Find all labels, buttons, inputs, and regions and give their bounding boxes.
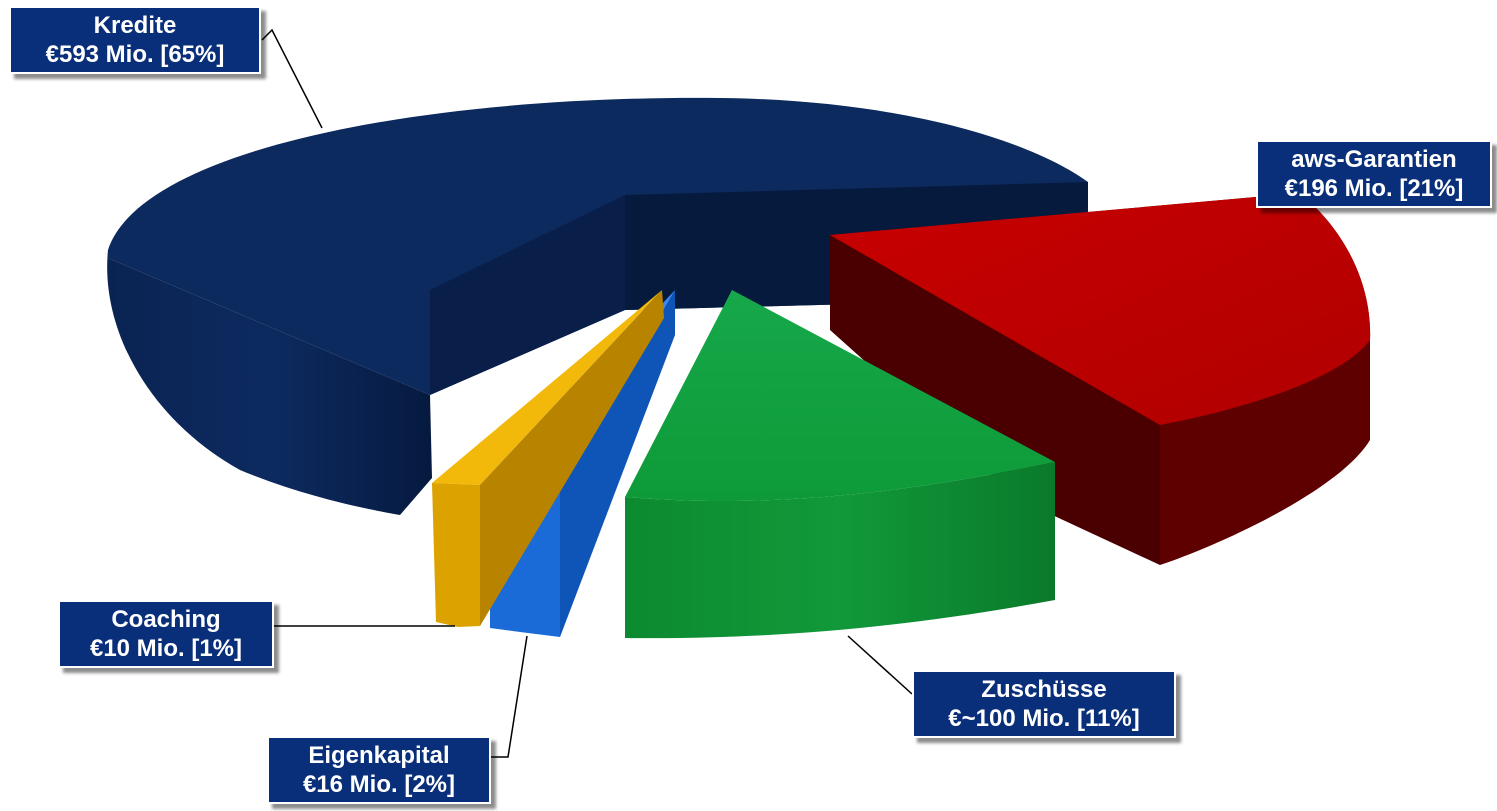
slice-aws-garantien-inner [830,235,1160,565]
label-aws-garantien: aws-Garantien €196 Mio. [21%] [1256,140,1492,208]
label-aws-garantien-amount: €196 Mio. [21%] [1284,175,1464,202]
label-eigenkapital: Eigenkapital €16 Mio. [2%] [267,736,491,804]
slice-kredite-side [107,250,432,515]
label-coaching-name: Coaching [111,606,221,633]
slice-zuschuesse-side [625,462,1055,639]
slice-coaching-side [432,483,480,627]
label-kredite-amount: €593 Mio. [65%] [45,41,225,68]
leader-kredite [261,28,323,129]
label-coaching: Coaching €10 Mio. [1%] [58,600,274,668]
slice-zuschuesse-top [625,290,1055,502]
label-kredite: Kredite €593 Mio. [65%] [9,6,261,74]
label-zuschuesse: Zuschüsse €~100 Mio. [11%] [912,670,1176,738]
label-kredite-name: Kredite [93,12,177,39]
slice-coaching-top [432,290,662,485]
label-coaching-amount: €10 Mio. [1%] [89,635,243,662]
slice-eigenkapital-inner [560,290,675,637]
label-eigenkapital-amount: €16 Mio. [2%] [302,771,456,798]
label-aws-garantien-name: aws-Garantien [1291,146,1457,173]
label-zuschuesse-amount: €~100 Mio. [11%] [948,705,1140,732]
label-eigenkapital-name: Eigenkapital [308,742,450,769]
leader-zuschuesse [847,635,913,695]
slice-kredite-inner-face-2 [430,195,625,395]
leader-eigenkapital [491,635,528,758]
slice-aws-garantien-top [830,193,1371,425]
label-zuschuesse-name: Zuschüsse [981,676,1107,703]
slice-coaching-inner [480,290,664,626]
